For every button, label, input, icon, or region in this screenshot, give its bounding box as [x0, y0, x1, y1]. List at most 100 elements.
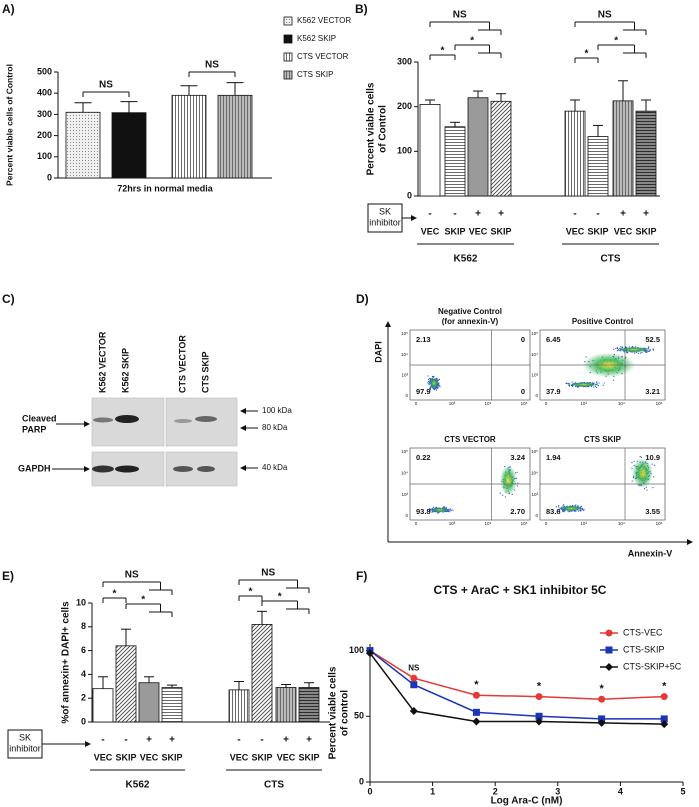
event-dot [429, 389, 431, 391]
event-dot [437, 386, 439, 389]
series-line [369, 649, 665, 720]
inhibitor-sign: - [428, 209, 431, 220]
significance-label: NS [125, 570, 139, 581]
axis-tick-label: 10⁴ [401, 352, 408, 357]
y-tick-label: 8 [81, 621, 86, 631]
x-tick-label: VEC [614, 226, 633, 236]
band [115, 465, 139, 473]
axis-tick-label: 10³ [401, 492, 408, 497]
data-point [409, 707, 418, 716]
inhibitor-sign: - [596, 209, 599, 220]
inhibitor-sign: + [283, 735, 289, 746]
data-point [597, 718, 606, 727]
band [173, 466, 193, 472]
significance-label: * [599, 683, 604, 695]
density-core [559, 505, 584, 512]
bar [111, 112, 147, 179]
axis-tick-label: 10⁴ [618, 521, 625, 526]
significance-label: * [537, 680, 542, 692]
event-dot [431, 511, 433, 513]
inhibitor-sign: + [169, 735, 175, 746]
data-point [660, 715, 668, 723]
event-dot [427, 375, 429, 377]
event-dot [595, 386, 598, 388]
y-tick-label: 4 [81, 669, 86, 679]
axis-tick-label: 10⁴ [618, 401, 625, 406]
event-dot [499, 492, 501, 494]
bar [467, 97, 489, 197]
quadrant-percent: 0.22 [416, 453, 431, 462]
event-dot [631, 461, 633, 464]
data-point [472, 717, 481, 726]
quadrant-percent: 3.55 [645, 507, 660, 516]
event-dot [433, 375, 435, 377]
event-dot [558, 504, 560, 507]
data-point [598, 695, 606, 703]
panel-label: F) [356, 569, 367, 583]
lane-label: CTS SKIP [200, 351, 210, 393]
axis-tick-label: 10⁴ [401, 471, 408, 476]
event-dot [428, 383, 430, 385]
y-tick-label: 0 [47, 172, 52, 182]
data-point [535, 693, 543, 701]
plot-title: Positive Control [572, 317, 633, 326]
x-tick-label: SKIP [251, 752, 272, 762]
legend-label: CTS-SKIP+5C [623, 661, 682, 671]
chart-title: CTS + AraC + SK1 inhibitor 5C [434, 583, 607, 597]
event-dot [438, 378, 441, 381]
row-label: PARP [22, 424, 46, 434]
legend-label: CTS-SKIP [623, 644, 665, 654]
y-axis-label: Percent viable cells [366, 82, 377, 175]
y-axis-label: DAPI [373, 341, 383, 363]
significance-label: * [585, 49, 589, 60]
legend-marker [605, 663, 613, 671]
plot-title: Negative Control [438, 307, 502, 316]
axis-tick-label: 0 [405, 513, 408, 518]
x-axis-label: Log Ara-C (nM) [491, 796, 563, 807]
event-dot [583, 509, 585, 511]
event-dot [511, 493, 513, 496]
inhibitor-sign: - [237, 735, 240, 746]
row-label: GAPDH [18, 463, 51, 473]
event-dot [633, 460, 635, 462]
density-core [568, 382, 600, 388]
data-point [535, 712, 543, 720]
y-tick-label: 100 [397, 146, 412, 156]
axis-tick-label: 10⁵ [401, 449, 408, 454]
y-axis-label: of control [340, 690, 351, 736]
inhibitor-sign: + [643, 209, 649, 220]
significance-label: * [249, 587, 253, 598]
axis-tick-label: 0 [545, 401, 548, 406]
legend-label: K562 VECTOR [297, 16, 351, 25]
event-dot [443, 506, 445, 508]
density-core [616, 346, 652, 353]
event-dot [431, 376, 434, 378]
axis-tick-label: 10³ [449, 401, 456, 406]
axis-tick-label: 0 [415, 521, 418, 526]
data-point [366, 649, 374, 658]
lane-label: K562 SKIP [120, 348, 130, 393]
bar [490, 100, 512, 197]
bar [635, 110, 657, 197]
legend-swatch [283, 34, 293, 44]
quadrant-percent: 0 [521, 387, 525, 396]
legend-label: CTS VECTOR [297, 52, 349, 61]
lane-label: K562 VECTOR [97, 331, 107, 393]
group-label: CTS [264, 780, 284, 791]
size-marker: 100 kDa [262, 406, 292, 415]
event-dot [602, 384, 604, 386]
event-dot [445, 506, 447, 509]
significance-label: NS [598, 10, 612, 21]
sk-box [7, 729, 43, 759]
y-tick-label: 100 [37, 151, 52, 161]
x-tick-label: 2 [493, 786, 498, 796]
bar [587, 136, 609, 197]
axis-tick-label: 10⁴ [531, 471, 538, 476]
significance-label: NS [453, 10, 467, 21]
data-point [410, 674, 418, 682]
inhibitor-sign: - [101, 735, 104, 746]
bar [444, 126, 466, 197]
quadrant-percent: 37.9 [546, 387, 561, 396]
inhibitor-sign: - [124, 735, 127, 746]
axis-tick-label: 10³ [531, 373, 538, 378]
